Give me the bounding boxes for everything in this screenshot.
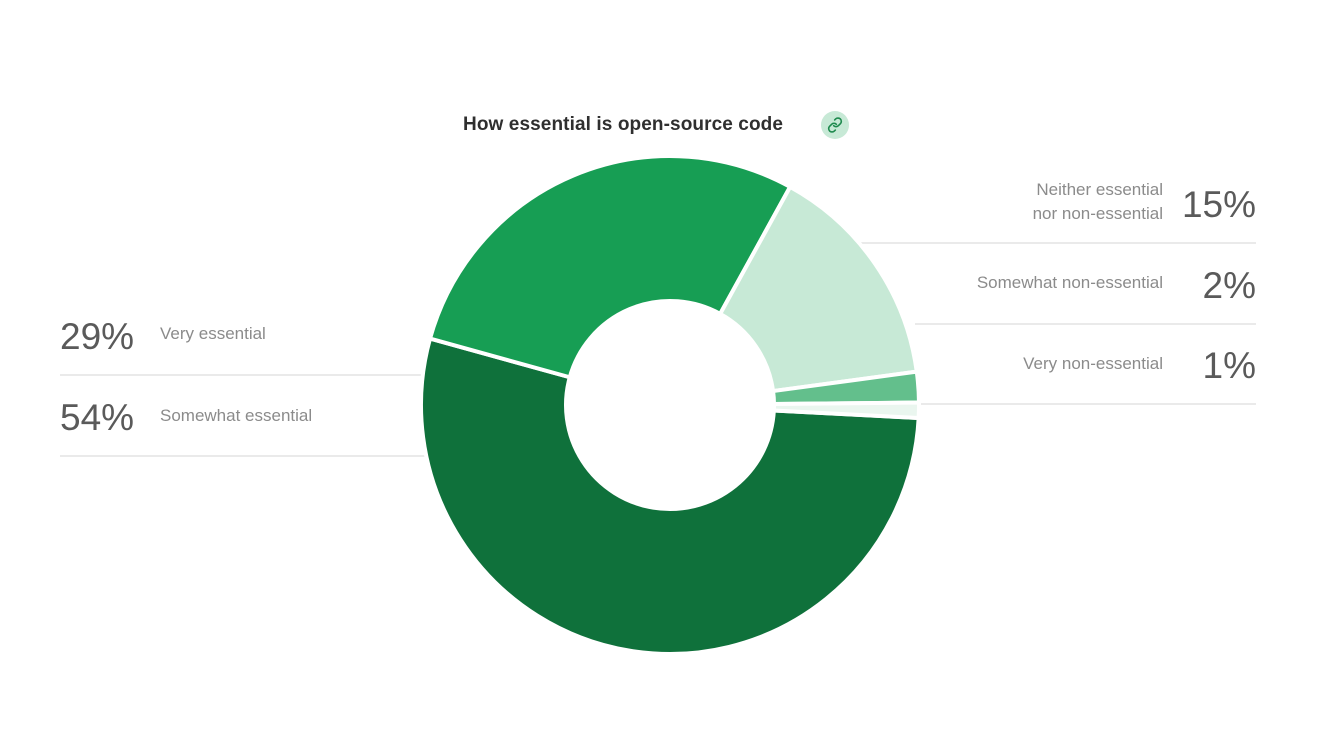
percent-label-somewhat-essential: 54% <box>60 397 135 438</box>
slice-neither-essential-nor-non-essential[interactable] <box>718 184 919 394</box>
category-label-line: Neither essential <box>1036 180 1163 199</box>
category-label-line: nor non-essential <box>1032 204 1163 223</box>
chart-header: How essential is open-source code <box>463 110 850 140</box>
category-label-very-non-essential: Very non-essential <box>1023 352 1163 376</box>
category-label-line: Very non-essential <box>1023 354 1163 373</box>
copy-link-button[interactable] <box>821 111 850 139</box>
category-label-somewhat-essential: Somewhat essential <box>160 404 312 428</box>
category-label-line: Somewhat essential <box>160 406 313 425</box>
donut-slices <box>419 154 921 656</box>
percent-label-very-non-essential: 1% <box>1202 345 1256 386</box>
category-label-neither-essential-nor-non-essential: Neither essential nor non-essential <box>1033 178 1163 226</box>
slice-very-essential[interactable] <box>428 154 793 380</box>
chart-title: How essential is open-source code <box>463 114 784 135</box>
category-label-somewhat-non-essential: Somewhat non-essential <box>977 271 1163 295</box>
link-icon <box>827 117 843 133</box>
slice-somewhat-essential[interactable] <box>419 336 921 656</box>
category-label-line: Somewhat non-essential <box>976 273 1163 292</box>
category-label-line: Very essential <box>160 324 266 343</box>
percent-label-very-essential: 29% <box>60 316 135 357</box>
slice-very-non-essential[interactable] <box>771 400 921 421</box>
percent-label-somewhat-non-essential: 2% <box>1202 265 1256 306</box>
percent-label-neither-essential-nor-non-essential: 15% <box>1181 184 1256 225</box>
leader-lines <box>60 242 1256 457</box>
category-label-very-essential: Very essential <box>160 322 266 346</box>
